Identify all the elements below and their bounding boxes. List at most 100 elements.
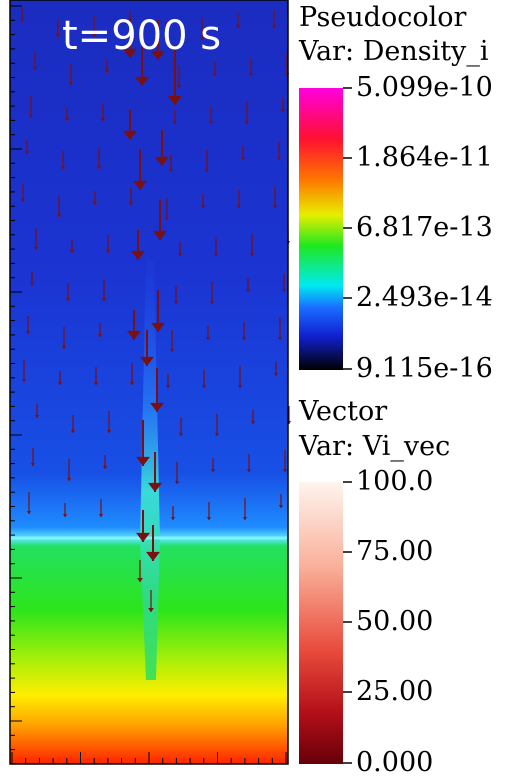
velocity-arrow (150, 368, 164, 412)
velocity-arrow (96, 147, 102, 169)
velocity-arrow (244, 102, 250, 124)
pseudocolor-tick-label: 9.115e-16 (356, 353, 493, 384)
velocity-arrow (153, 200, 167, 240)
velocity-arrow (240, 146, 246, 160)
velocity-arrow (210, 458, 216, 472)
velocity-arrow (250, 410, 256, 424)
velocity-arrow (241, 322, 247, 340)
velocity-arrow (278, 494, 284, 508)
pseudocolor-tick-label: 5.099e-10 (356, 72, 493, 103)
velocity-arrow (168, 154, 174, 172)
pseudocolor-colorbar (299, 88, 343, 370)
velocity-arrow (105, 235, 111, 253)
velocity-arrow (135, 42, 149, 86)
colorbar-ticks (343, 87, 352, 764)
velocity-arrow (127, 310, 141, 340)
velocity-arrow (104, 59, 110, 73)
velocity-arrow (282, 450, 288, 472)
pseudocolor-tick-label: 1.864e-11 (356, 142, 493, 173)
velocity-arrow (106, 411, 112, 433)
velocity-arrow (98, 499, 104, 517)
velocity-arrow (62, 503, 68, 517)
velocity-arrow (60, 151, 66, 169)
velocity-arrow (127, 11, 133, 25)
velocity-arrow (168, 45, 182, 105)
velocity-arrow (205, 326, 211, 340)
velocity-arrow (136, 420, 150, 466)
velocity-arrow (245, 278, 251, 292)
velocity-arrow (271, 10, 277, 28)
vector-tick-label: 75.00 (356, 536, 434, 567)
velocity-arrow (273, 362, 279, 376)
velocity-arrow (55, 19, 61, 37)
velocity-arrow (151, 290, 165, 332)
velocity-arrow (236, 190, 242, 208)
velocity-arrow (272, 186, 278, 208)
velocity-arrow (101, 279, 107, 301)
velocity-arrow (200, 194, 206, 208)
velocity-arrow (172, 110, 178, 124)
velocity-arrow (237, 366, 243, 388)
velocity-arrow (61, 327, 67, 349)
velocity-arrow (176, 66, 182, 88)
velocity-arrow (208, 106, 214, 124)
velocity-arrow (30, 448, 36, 466)
velocity-arrow (66, 459, 72, 481)
velocity-arrow (21, 360, 27, 382)
velocity-arrow (146, 525, 160, 561)
velocity-arrow (169, 330, 175, 352)
velocity-arrow (206, 502, 212, 520)
velocity-arrow (20, 184, 26, 202)
velocity-arrow (56, 195, 62, 217)
velocity-arrow (69, 239, 75, 253)
velocity-arrow (34, 404, 40, 418)
velocity-arrow (136, 510, 150, 542)
vector-var-label: Var: Vi_vec (299, 431, 451, 462)
vector-tick-label: 50.00 (356, 606, 434, 637)
vector-colorbar (299, 482, 343, 764)
velocity-arrow (248, 58, 254, 76)
velocity-arrow (178, 418, 184, 436)
velocity-arrow (133, 150, 147, 190)
pseudocolor-tick-label: 2.493e-14 (356, 282, 493, 313)
pseudocolor-title: Pseudocolor (299, 2, 467, 33)
velocity-arrow (26, 492, 32, 514)
velocity-arrow (123, 110, 137, 140)
velocity-arrow (140, 330, 154, 366)
velocity-arrow (24, 140, 30, 154)
velocity-arrow (151, 20, 165, 60)
velocity-arrow (32, 52, 38, 70)
velocity-arrow (242, 498, 248, 520)
velocity-arrow (25, 316, 31, 334)
velocity-arrow (97, 323, 103, 337)
vector-title: Vector (299, 396, 388, 427)
velocity-arrow (19, 8, 25, 22)
velocity-arrow (102, 455, 108, 469)
velocity-arrow (155, 130, 169, 166)
velocity-arrow (129, 363, 135, 385)
velocity-arrow (277, 318, 283, 340)
velocity-arrow (68, 63, 74, 85)
vector-tick-label: 100.0 (356, 466, 434, 497)
velocity-arrow (212, 62, 218, 76)
velocity-arrow (137, 560, 143, 582)
velocity-arrow (92, 191, 98, 205)
velocity-arrow (174, 462, 180, 484)
vector-tick-label: 25.00 (356, 676, 434, 707)
velocity-arrow (209, 282, 215, 304)
velocity-arrows (19, 8, 292, 612)
velocity-arrow (165, 374, 171, 388)
velocity-arrow (173, 286, 179, 304)
velocity-arrow (100, 103, 106, 121)
velocity-arrow (148, 452, 162, 492)
velocity-arrow (164, 198, 170, 220)
velocity-arrow (170, 506, 176, 520)
pseudocolor-var-label: Var: Density_i (299, 36, 489, 67)
velocity-arrow (246, 454, 252, 472)
velocity-arrow (93, 367, 99, 385)
velocity-arrow (214, 414, 220, 436)
pseudocolor-tick-label: 6.817e-13 (356, 212, 493, 243)
velocity-arrow (280, 98, 286, 112)
velocity-arrow (131, 230, 145, 260)
velocity-arrow (177, 242, 183, 256)
